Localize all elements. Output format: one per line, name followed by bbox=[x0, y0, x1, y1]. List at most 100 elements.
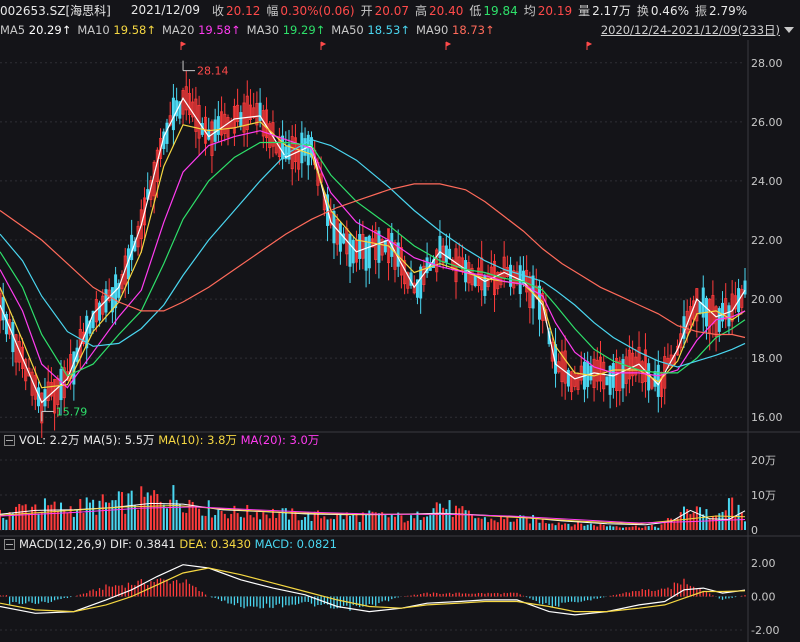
candle-body bbox=[184, 86, 188, 111]
candle-body bbox=[380, 238, 384, 256]
volume-tick-label: 10万 bbox=[751, 489, 776, 502]
volume-bar bbox=[699, 507, 702, 530]
candle-body bbox=[444, 245, 448, 263]
volume-bar bbox=[638, 527, 641, 530]
candle-body bbox=[91, 310, 95, 329]
volume-bar bbox=[8, 512, 11, 530]
volume-bar bbox=[329, 518, 332, 530]
ma90-label: MA90 bbox=[415, 23, 449, 37]
candle-body bbox=[499, 271, 503, 286]
volume-bar bbox=[676, 518, 679, 530]
collapse-icon[interactable] bbox=[4, 538, 15, 550]
vol-prefix: VOL: bbox=[19, 433, 46, 447]
candle-body bbox=[14, 334, 18, 363]
candle-body bbox=[33, 375, 37, 400]
volume-bar bbox=[156, 493, 159, 530]
volume-bar bbox=[734, 515, 737, 530]
volume-bar bbox=[528, 523, 531, 530]
candle-body bbox=[383, 240, 387, 253]
candle-body bbox=[300, 132, 304, 164]
volume-bar bbox=[435, 502, 438, 530]
volume-bar bbox=[69, 506, 72, 530]
volume-bar bbox=[483, 517, 486, 530]
volume-bar bbox=[291, 508, 294, 530]
vol-ma5-label: MA(5): bbox=[83, 433, 122, 447]
event-flag-icon bbox=[586, 41, 593, 50]
kline-chart[interactable]: 16.00 18.00 20.00 22.00 24.00 26.00 28.00 28.14… bbox=[0, 40, 800, 642]
candle-body bbox=[608, 365, 612, 395]
volume-bar bbox=[499, 516, 502, 530]
candle-body bbox=[505, 267, 509, 277]
volume-bar bbox=[429, 515, 432, 530]
volume-bar bbox=[586, 524, 589, 530]
volume-bar bbox=[387, 517, 390, 530]
volume-bar bbox=[419, 519, 422, 530]
volume-bar bbox=[474, 518, 477, 530]
volume-bar bbox=[673, 519, 676, 530]
price-tick-label: 28.00 bbox=[751, 57, 783, 70]
open-label: 开 bbox=[360, 3, 373, 18]
volume-bar bbox=[448, 500, 451, 530]
volume-bar bbox=[390, 514, 393, 530]
candle-body bbox=[643, 349, 647, 382]
volume-bar bbox=[679, 512, 682, 530]
date-range-selector[interactable]: 2020/12/24-2021/12/09(233日) bbox=[600, 23, 780, 37]
collapse-icon[interactable] bbox=[4, 434, 15, 446]
volume-value: 2.17万 bbox=[592, 3, 631, 18]
volume-bar bbox=[631, 526, 634, 530]
low-label: 低 bbox=[469, 3, 482, 18]
macd-legend: MACD(12,26,9) DIF: 0.3841 DEA: 0.3430 MA… bbox=[0, 535, 752, 553]
volume-bar bbox=[162, 504, 165, 530]
avg-value: 20.19 bbox=[537, 3, 573, 18]
volume-bar bbox=[647, 526, 650, 530]
candle-body bbox=[364, 236, 368, 271]
volume-bar bbox=[644, 526, 647, 530]
volume-bar bbox=[214, 515, 217, 530]
candle-body bbox=[94, 299, 98, 323]
volume-bar bbox=[249, 515, 252, 530]
ma-line-ma30 bbox=[0, 141, 746, 377]
volume-bar bbox=[361, 512, 364, 530]
ma50-value: 18.53↑ bbox=[367, 23, 410, 37]
ma-line-ma20 bbox=[0, 130, 746, 389]
stock-symbol[interactable]: 002653.SZ[海思科] bbox=[0, 3, 111, 18]
volume-bar bbox=[432, 508, 435, 530]
volume-bar bbox=[490, 518, 493, 530]
candle-body bbox=[419, 266, 423, 299]
volume-bar bbox=[127, 493, 130, 530]
volume-bar bbox=[243, 517, 246, 530]
candle-body bbox=[1, 297, 5, 321]
volume-bar bbox=[259, 519, 262, 530]
volume-bar bbox=[621, 527, 624, 530]
price-tick-label: 16.00 bbox=[751, 411, 783, 424]
volume-bar bbox=[326, 519, 329, 530]
volume-bar bbox=[15, 506, 18, 530]
volume-bar bbox=[239, 516, 242, 530]
volume-bar bbox=[175, 499, 178, 530]
volume-bar bbox=[596, 526, 599, 530]
volume-bar bbox=[31, 506, 34, 530]
ma-line-ma50 bbox=[0, 138, 746, 368]
volume-bar bbox=[480, 518, 483, 530]
candle-body bbox=[724, 298, 728, 320]
volume-bar bbox=[660, 524, 663, 530]
ma10-value: 19.58↑ bbox=[113, 23, 156, 37]
volume-bar bbox=[236, 513, 239, 530]
volume-bar bbox=[284, 508, 287, 530]
candle-body bbox=[448, 248, 452, 259]
candle-body bbox=[435, 249, 439, 273]
volume-bar bbox=[21, 505, 24, 530]
volume-bar bbox=[522, 515, 525, 530]
volume-bar bbox=[365, 514, 368, 530]
volume-bar bbox=[210, 517, 213, 530]
volume-bar bbox=[66, 512, 69, 530]
ma20-label: MA20 bbox=[161, 23, 195, 37]
volume-bar bbox=[583, 525, 586, 530]
candle-body bbox=[563, 350, 567, 384]
candle-body bbox=[579, 365, 583, 381]
volume-bar bbox=[618, 527, 621, 530]
candle-body bbox=[98, 302, 102, 321]
chevron-down-icon[interactable] bbox=[784, 27, 794, 33]
candle-body bbox=[605, 376, 609, 386]
volume-bar bbox=[708, 518, 711, 530]
